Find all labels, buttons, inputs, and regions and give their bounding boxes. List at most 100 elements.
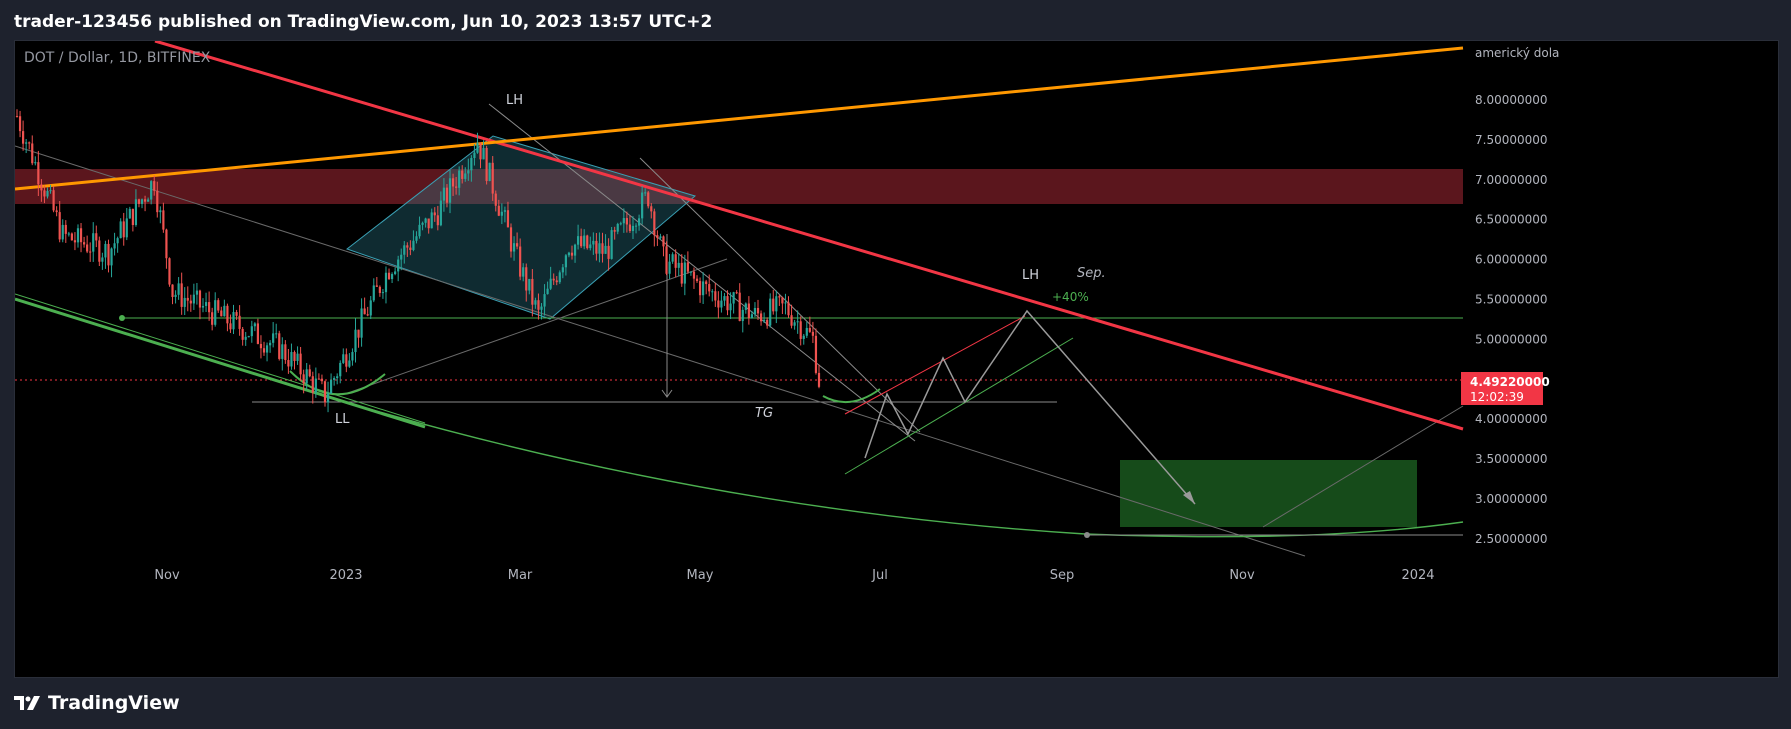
candle-body-124 (394, 271, 397, 275)
annotation-percent: +40% (1052, 290, 1089, 304)
candle-body-194 (607, 245, 610, 259)
chart-pane[interactable]: 8.00000000 7.50000000 7.00000000 6.50000000… (14, 40, 1779, 678)
time-tick-2: Mar (508, 568, 533, 583)
candle-body-48 (162, 210, 165, 230)
candle-body-117 (372, 285, 375, 301)
currency-label: americký dola (1475, 46, 1559, 60)
price-scale[interactable]: 8.00000000 7.50000000 7.00000000 6.50000000… (1475, 93, 1548, 546)
candle-body-76 (247, 336, 250, 338)
candle-body-10 (46, 190, 49, 197)
candle-body-30 (107, 243, 110, 266)
candle-body-199 (622, 218, 625, 224)
candle-body-186 (583, 235, 586, 247)
time-scale[interactable]: Nov 2023 Mar May Jul Sep Nov 2024 (154, 568, 1434, 583)
candle-body-32 (113, 243, 116, 249)
candle-body-256 (796, 321, 799, 323)
candle-body-156 (491, 162, 494, 194)
candle-body-149 (470, 157, 473, 171)
price-chart[interactable]: 8.00000000 7.50000000 7.00000000 6.50000000… (15, 41, 1778, 677)
candle-body-223 (695, 278, 699, 282)
candle-body-238 (741, 309, 744, 322)
candle-body-39 (134, 199, 138, 225)
candle-body-196 (613, 230, 616, 232)
price-tick-0: 8.00000000 (1475, 93, 1548, 107)
candle-body-105 (336, 376, 339, 379)
candle-body-145 (458, 170, 461, 188)
candle-body-93 (299, 353, 302, 375)
candle-body-28 (101, 257, 104, 262)
candle-body-112 (357, 329, 360, 338)
candle-body-1 (18, 116, 22, 132)
candle-body-170 (534, 300, 537, 305)
candle-body-162 (509, 227, 513, 252)
candle-body-206 (644, 192, 647, 194)
candle-body-163 (512, 243, 516, 252)
candle-body-144 (455, 186, 458, 188)
candle-body-19 (73, 240, 77, 243)
candle-body-248 (772, 298, 775, 312)
candle-body-254 (790, 315, 793, 326)
candle-body-4 (28, 142, 31, 144)
candle-body-100 (320, 378, 324, 382)
annotation-lh-top: LH (506, 93, 523, 108)
candle-body-261 (811, 331, 815, 336)
candle-body-13 (55, 210, 58, 213)
candle-body-258 (802, 335, 805, 339)
candle-body-9 (43, 190, 46, 197)
price-tick-2: 7.00000000 (1475, 173, 1548, 187)
candle-body-38 (131, 208, 134, 225)
candle-body-138 (436, 215, 439, 226)
candle-body-139 (439, 200, 442, 226)
candle-body-56 (186, 297, 189, 301)
candle-body-79 (256, 323, 260, 344)
candle-body-141 (445, 187, 449, 203)
candle-body-130 (412, 240, 415, 250)
candle-body-110 (351, 352, 354, 361)
candle-body-3 (25, 142, 28, 144)
candle-body-33 (116, 238, 119, 244)
candle-body-90 (290, 352, 293, 367)
candle-body-99 (317, 378, 320, 380)
projection-channel-green (844, 337, 1074, 475)
candle-body-229 (714, 291, 717, 301)
candle-body-236 (735, 292, 738, 294)
candle-body-6 (34, 162, 37, 164)
publisher-header: trader-123456 published on TradingView.c… (14, 12, 713, 32)
candle-body-235 (732, 292, 735, 304)
candle-body-221 (689, 271, 693, 273)
candle-body-94 (302, 374, 305, 384)
time-tick-5: Sep (1050, 568, 1075, 583)
candle-body-220 (686, 262, 689, 272)
candle-body-119 (378, 286, 381, 293)
candle-body-68 (223, 305, 226, 317)
candle-body-208 (650, 206, 653, 212)
tradingview-brand[interactable]: TradingView (14, 692, 180, 714)
candle-body-58 (192, 294, 195, 304)
candle-body-226 (705, 281, 708, 285)
candle-body-50 (168, 258, 171, 285)
rounded-bottom-left (289, 370, 386, 396)
candle-body-73 (238, 315, 241, 329)
target-zone (1120, 460, 1417, 527)
candle-body-125 (397, 259, 400, 272)
candle-body-231 (720, 300, 723, 308)
candle-body-259 (805, 327, 808, 336)
candle-body-171 (537, 300, 540, 310)
candle-body-134 (424, 218, 427, 223)
candle-body-253 (787, 302, 790, 316)
candle-body-16 (64, 224, 67, 234)
symbol-label[interactable]: DOT / Dollar, 1D, BITFINEX (24, 50, 211, 66)
candle-body-176 (552, 278, 555, 281)
candle-body-21 (79, 228, 83, 243)
candle-body-65 (214, 300, 217, 325)
candle-body-146 (461, 170, 464, 179)
candle-body-67 (220, 310, 223, 317)
last-price-badge[interactable] (1461, 372, 1543, 405)
candle-body-178 (558, 272, 561, 283)
candle-body-213 (665, 246, 668, 274)
candle-body-257 (799, 321, 802, 339)
candle-body-60 (198, 290, 202, 308)
candle-body-142 (448, 178, 452, 203)
candle-body-52 (174, 294, 177, 297)
candle-body-228 (711, 291, 714, 293)
